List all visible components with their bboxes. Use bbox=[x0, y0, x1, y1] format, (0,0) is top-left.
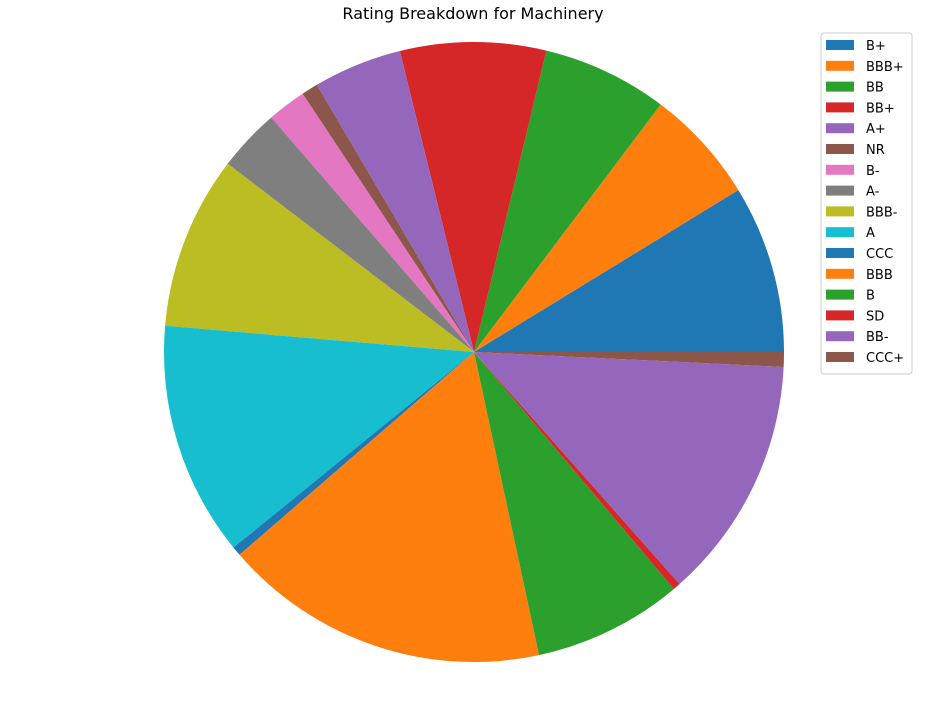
legend-label-sd: SD bbox=[866, 309, 884, 324]
pie-slice-a bbox=[164, 325, 474, 548]
legend-label-bb-plus: BB+ bbox=[866, 101, 895, 116]
legend-swatch-bbb bbox=[826, 268, 854, 279]
legend-swatch-bbb-plus bbox=[826, 60, 854, 71]
legend-swatch-a-plus bbox=[826, 123, 854, 134]
legend-swatch-ccc-plus bbox=[826, 352, 854, 362]
legend-label-b: B bbox=[866, 289, 875, 304]
legend-swatch-bb-minus bbox=[826, 331, 854, 342]
legend-label-bb: BB bbox=[866, 81, 884, 96]
legend-swatch-bb bbox=[826, 81, 854, 92]
legend-label-b-minus: B- bbox=[866, 164, 880, 179]
pie-slice-sd bbox=[474, 352, 680, 589]
legend-label-bbb: BBB bbox=[866, 268, 893, 283]
pie-slice-b bbox=[474, 352, 674, 656]
pie-slice-bb-plus bbox=[399, 42, 547, 353]
pie-slice-bbb-minus bbox=[165, 163, 475, 352]
pie-slices bbox=[164, 42, 784, 663]
legend-label-b-plus: B+ bbox=[866, 39, 886, 54]
legend-swatch-bbb-minus bbox=[826, 206, 854, 217]
chart-title: Rating Breakdown for Machinery bbox=[342, 4, 603, 23]
legend-label-nr: NR bbox=[866, 143, 885, 158]
legend-box bbox=[820, 32, 913, 375]
legend-swatch-nr bbox=[826, 144, 854, 154]
legend-swatch-a bbox=[826, 227, 854, 238]
legend-label-ccc-plus: CCC+ bbox=[866, 351, 904, 366]
pie-slice-ccc-plus bbox=[474, 352, 784, 367]
legend-label-bbb-minus: BBB- bbox=[866, 205, 898, 220]
legend-label-ccc: CCC bbox=[866, 247, 893, 262]
legend-swatch-b-minus bbox=[826, 164, 854, 175]
pie-slice-bb-minus bbox=[474, 352, 784, 585]
legend-label-bbb-plus: BBB+ bbox=[866, 60, 904, 75]
legend-label-a-plus: A+ bbox=[866, 122, 886, 137]
pie-slice-b-plus bbox=[474, 190, 784, 352]
pie-slice-b-minus bbox=[271, 93, 474, 352]
legend-label-a-minus: A- bbox=[866, 185, 880, 200]
legend-swatch-ccc bbox=[826, 248, 854, 258]
pie-slice-a-minus bbox=[227, 117, 474, 353]
pie-slice-a-plus bbox=[316, 51, 474, 352]
pie-slice-ccc bbox=[233, 352, 474, 555]
pie-slice-bbb bbox=[239, 352, 540, 663]
legend-swatch-b bbox=[826, 289, 854, 300]
legend-swatch-a-minus bbox=[826, 185, 854, 196]
legend-swatch-bb-plus bbox=[826, 102, 854, 113]
pie-slice-bb bbox=[474, 50, 661, 352]
legend-label-bb-minus: BB- bbox=[866, 330, 889, 345]
legend-swatch-sd bbox=[826, 310, 854, 321]
legend-swatch-b-plus bbox=[826, 40, 854, 50]
pie-slice-nr bbox=[302, 84, 474, 352]
legend-label-a: A bbox=[866, 226, 875, 241]
pie-slice-bbb-plus bbox=[474, 104, 739, 352]
